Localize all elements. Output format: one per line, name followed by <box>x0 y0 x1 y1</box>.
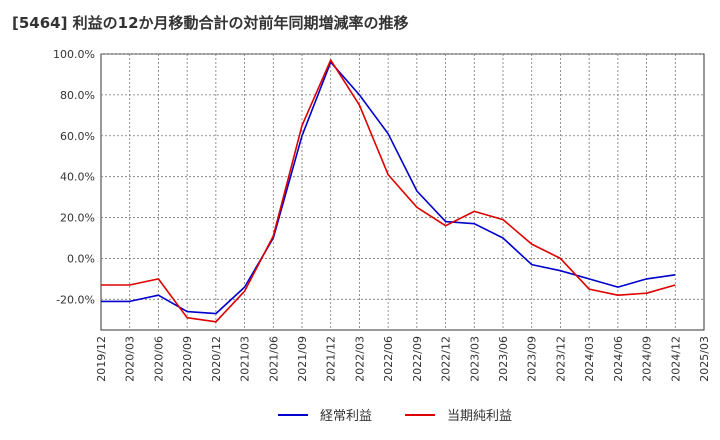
x-tick-label: 2023/06 <box>497 336 510 382</box>
chart-title: [5464] 利益の12か月移動合計の対前年同期増減率の推移 <box>12 14 409 32</box>
y-tick-label: 80.0% <box>60 89 95 102</box>
x-tick-label: 2024/06 <box>612 336 625 382</box>
x-tick-label: 2022/06 <box>382 336 395 382</box>
x-tick-label: 2023/12 <box>554 336 567 382</box>
y-axis: 100.0% 80.0% 60.0% 40.0% 20.0% 0.0% -20.0% <box>53 48 95 306</box>
x-tick-label: 2021/12 <box>325 336 338 382</box>
x-tick-label: 2020/03 <box>124 336 137 382</box>
y-tick-label: 100.0% <box>53 48 95 61</box>
x-tick-label: 2025/03 <box>698 336 711 382</box>
y-tick-label: 0.0% <box>67 252 95 265</box>
x-tick-label: 2020/09 <box>181 336 194 382</box>
legend: 経常利益 当期純利益 <box>278 409 512 424</box>
y-tick-label: 40.0% <box>60 171 95 184</box>
series-line-1 <box>101 61 676 315</box>
legend-label-2: 当期純利益 <box>447 409 512 424</box>
series-line-2 <box>101 59 676 323</box>
y-tick-label: 60.0% <box>60 130 95 143</box>
grid-layer <box>101 53 704 330</box>
legend-label-1: 経常利益 <box>320 409 372 424</box>
x-tick-label: 2024/09 <box>641 336 654 382</box>
x-tick-label: 2023/03 <box>468 336 481 382</box>
x-tick-label: 2022/12 <box>440 336 453 382</box>
x-tick-label: 2024/12 <box>669 336 682 382</box>
x-tick-label: 2022/09 <box>411 336 424 382</box>
x-tick-label: 2020/06 <box>152 336 165 382</box>
y-tick-label: -20.0% <box>56 293 95 306</box>
x-tick-label: 2022/03 <box>353 336 366 382</box>
x-tick-label: 2021/03 <box>239 336 252 382</box>
x-tick-label: 2023/09 <box>526 336 539 382</box>
series-layer <box>101 59 676 323</box>
y-tick-label: 20.0% <box>60 212 95 225</box>
x-axis: 2019/12 2020/03 2020/06 2020/09 2020/12 2021/… <box>95 336 711 382</box>
x-tick-label: 2021/06 <box>267 336 280 382</box>
x-tick-label: 2021/09 <box>296 336 309 382</box>
x-tick-label: 2024/03 <box>583 336 596 382</box>
x-tick-label: 2020/12 <box>210 336 223 382</box>
x-tick-label: 2019/12 <box>95 336 108 382</box>
